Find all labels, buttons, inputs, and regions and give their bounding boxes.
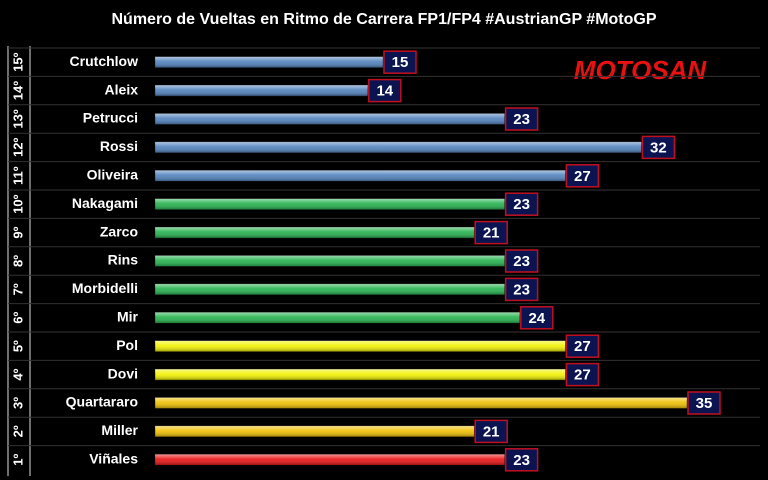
value-box [565, 362, 600, 387]
bar-shine [155, 340, 566, 352]
y-tick-label: Quartararo [66, 394, 138, 410]
bar-shine [155, 283, 505, 295]
rank-label: 4º [10, 368, 25, 380]
value-box [504, 277, 539, 302]
value-label: 23 [513, 452, 530, 469]
value-label: 21 [483, 423, 500, 440]
value-box [368, 78, 402, 103]
value-box [565, 164, 600, 188]
bar-shine [155, 113, 505, 125]
y-tick-label: Pol [116, 337, 138, 353]
value-box [520, 306, 554, 330]
y-tick-label: Crutchlow [70, 53, 139, 69]
value-label: 23 [513, 196, 530, 213]
rank-label: 2º [10, 425, 25, 437]
value-label: 27 [574, 338, 591, 355]
value-label: 23 [513, 111, 530, 128]
value-box [474, 220, 508, 245]
rank-label: 3º [10, 397, 25, 409]
value-label: 24 [528, 310, 545, 327]
bar-shine [155, 85, 368, 97]
rank-label: 13º [10, 109, 25, 128]
value-box [383, 50, 417, 74]
rank-label: 15º [10, 52, 25, 71]
bar-shine [155, 312, 520, 324]
bar-shine [155, 369, 566, 381]
rank-label: 6º [10, 312, 25, 324]
bar-shine [155, 170, 566, 182]
rank-label: 7º [10, 283, 25, 295]
y-tick-label: Morbidelli [72, 280, 138, 296]
value-label: 35 [696, 395, 713, 412]
value-box [641, 135, 676, 160]
rank-label: 14º [10, 81, 25, 100]
value-label: 14 [376, 83, 393, 100]
bar-shine [155, 397, 687, 409]
y-tick-label: Rins [108, 252, 139, 268]
value-box [565, 334, 600, 358]
rank-label: 10º [10, 194, 25, 213]
y-tick-label: Rossi [100, 138, 138, 154]
value-box [474, 419, 508, 444]
value-label: 23 [513, 253, 530, 270]
value-label: 32 [650, 139, 667, 156]
y-tick-label: Aleix [105, 81, 139, 97]
y-tick-label: Viñales [89, 451, 138, 467]
value-box [687, 391, 721, 415]
y-tick-label: Mir [117, 309, 139, 325]
value-label: 21 [483, 225, 500, 242]
value-box [504, 192, 539, 216]
logo: MOTOSAN [574, 55, 708, 85]
bar-shine [155, 227, 475, 239]
rank-label: 11º [10, 166, 25, 185]
value-label: 15 [392, 54, 409, 71]
bar-shine [155, 255, 505, 267]
value-label: 27 [574, 168, 591, 185]
y-tick-label: Petrucci [83, 110, 138, 126]
y-tick-label: Oliveira [87, 167, 139, 183]
y-tick-label: Nakagami [72, 195, 138, 211]
rank-label: 1º [10, 454, 25, 466]
bar-shine [155, 454, 505, 466]
bar-shine [155, 141, 642, 153]
rank-label: 12º [10, 138, 25, 157]
rank-label: 8º [10, 255, 25, 267]
value-box [504, 249, 539, 273]
rank-label: 5º [10, 340, 25, 352]
bar-shine [155, 198, 505, 210]
bar-shine [155, 56, 383, 68]
value-box [504, 448, 539, 472]
chart-title: Número de Vueltas en Ritmo de Carrera FP… [111, 11, 656, 28]
rank-label: 9º [10, 226, 25, 238]
value-box [504, 107, 539, 131]
y-tick-label: Miller [101, 422, 138, 438]
y-tick-label: Dovi [108, 365, 138, 381]
value-label: 23 [513, 281, 530, 298]
y-tick-label: Zarco [100, 223, 138, 239]
value-label: 27 [574, 367, 591, 384]
bar-shine [155, 425, 475, 437]
